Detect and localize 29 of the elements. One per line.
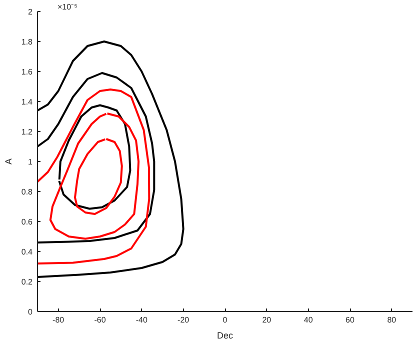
- line-series: [38, 88, 150, 264]
- line-series: [74, 138, 123, 215]
- y-tick-label: 0.6: [21, 218, 34, 226]
- y-tick-label: 0.4: [21, 248, 34, 256]
- y-tick-label: 0.2: [21, 278, 34, 286]
- y-tick-label: 1.4: [21, 98, 34, 106]
- line-series: [38, 72, 156, 244]
- y-tick-label: 1: [28, 158, 34, 166]
- y-tick-label: 1.8: [21, 38, 34, 46]
- x-tick-label: 40: [304, 316, 314, 324]
- y-tick-label: 1.6: [21, 68, 34, 76]
- x-tick-label: 0: [222, 316, 228, 324]
- x-tick-label: 20: [262, 316, 272, 324]
- x-tick-label: -40: [136, 316, 148, 324]
- x-tick-label: -80: [52, 316, 65, 324]
- line-series: [38, 40, 184, 278]
- y-tick-label: 1.2: [21, 128, 34, 136]
- y-tick-label: 0: [28, 308, 34, 316]
- y-tick-label: 2: [28, 8, 34, 16]
- line-series: [58, 104, 132, 210]
- x-tick-label: -60: [94, 316, 106, 324]
- x-tick-label: 60: [346, 316, 355, 324]
- y-tick-label: 0.8: [21, 188, 34, 196]
- x-axis-title: Dec: [217, 330, 234, 340]
- y-axis-title: A: [3, 158, 14, 164]
- annotation: ×10⁻⁵: [58, 2, 78, 12]
- line-series: [49, 112, 140, 240]
- x-tick-label: -20: [178, 316, 190, 324]
- x-tick-label: 80: [387, 316, 397, 324]
